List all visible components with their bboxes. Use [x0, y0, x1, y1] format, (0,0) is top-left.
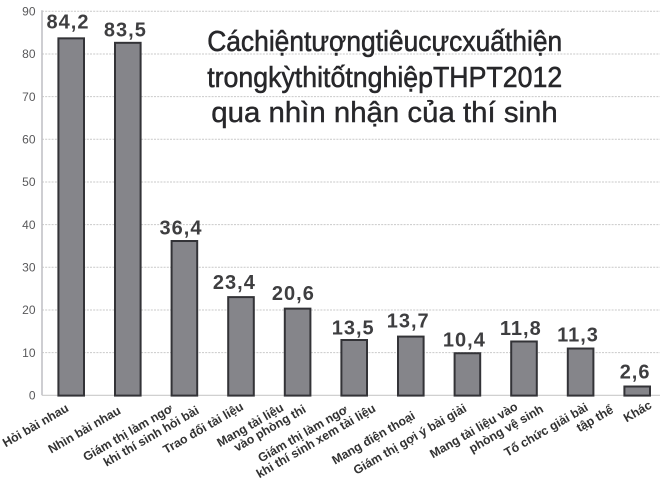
svg-text:13,7: 13,7 — [387, 311, 430, 333]
svg-text:83,5: 83,5 — [104, 20, 147, 42]
svg-text:13,5: 13,5 — [332, 318, 375, 340]
svg-text:30: 30 — [22, 261, 36, 275]
svg-text:80: 80 — [22, 47, 36, 61]
svg-text:20: 20 — [22, 303, 36, 317]
svg-text:2,6: 2,6 — [620, 361, 651, 383]
svg-text:40: 40 — [22, 218, 36, 232]
svg-text:Cáchiệntượngtiêucựcxuấthiện: Cáchiệntượngtiêucựcxuấthiện — [207, 26, 562, 58]
svg-text:0: 0 — [29, 389, 36, 403]
svg-text:90: 90 — [22, 5, 36, 19]
svg-text:trongkỳthitốtnghiệpTHPT2012: trongkỳthitốtnghiệpTHPT2012 — [207, 62, 562, 94]
svg-text:23,4: 23,4 — [213, 272, 256, 294]
svg-text:36,4: 36,4 — [160, 218, 203, 240]
svg-text:11,3: 11,3 — [557, 324, 599, 346]
svg-text:84,2: 84,2 — [47, 12, 90, 34]
svg-text:50: 50 — [22, 175, 36, 189]
svg-text:11,8: 11,8 — [500, 318, 542, 340]
svg-text:20,6: 20,6 — [272, 283, 315, 305]
svg-text:70: 70 — [22, 90, 36, 104]
svg-text:qua nhìn nhận của thí sinh: qua nhìn nhận của thí sinh — [211, 97, 558, 129]
svg-text:10,4: 10,4 — [443, 329, 486, 351]
svg-text:60: 60 — [22, 133, 36, 147]
svg-text:10: 10 — [22, 346, 36, 360]
